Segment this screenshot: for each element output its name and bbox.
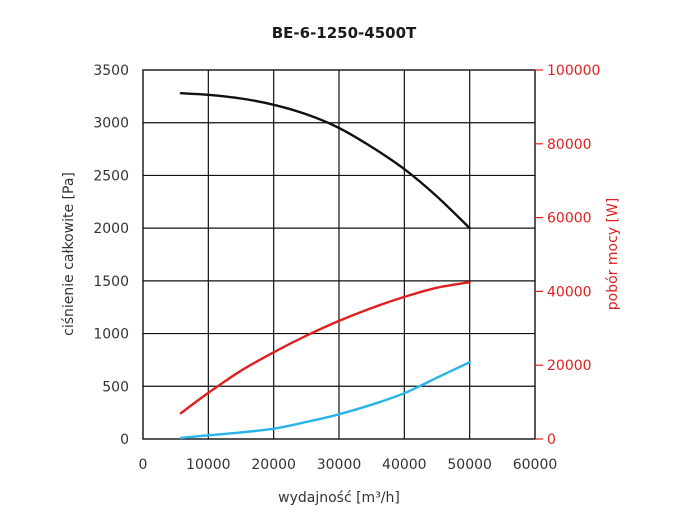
x-tick-label: 40000 (382, 457, 427, 473)
x-axis-label: wydajność [m³/h] (278, 490, 400, 506)
x-tick-label: 30000 (317, 457, 362, 473)
plot-frame (142, 69, 536, 440)
series-line (179, 92, 471, 230)
series-layer (179, 92, 471, 440)
x-axis-ticks: 0 10000 20000 30000 40000 50000 60000 (139, 457, 558, 473)
y-axis-ticks: 0 500 1000 1500 2000 2500 3000 3500 (93, 63, 129, 448)
y2-tick-label: 20000 (547, 358, 592, 374)
y-tick-label: 2500 (93, 168, 129, 184)
y2-tick-label: 80000 (547, 137, 592, 153)
y-tick-label: 500 (102, 379, 129, 395)
y2-tick-label: 0 (547, 432, 556, 448)
x-tick-label: 60000 (513, 457, 558, 473)
y2-tick-label: 100000 (547, 63, 600, 79)
y2-tick-label: 60000 (547, 211, 592, 227)
y-axis-label: ciśnienie całkowite [Pa] (61, 172, 77, 336)
y-tick-label: 3000 (93, 116, 129, 132)
x-tick-label: 50000 (447, 457, 492, 473)
y-tick-label: 2000 (93, 221, 129, 237)
y-tick-label: 1500 (93, 274, 129, 290)
x-tick-label: 20000 (251, 457, 296, 473)
x-tick-label: 0 (139, 457, 148, 473)
y2-axis-label: pobór mocy [W] (605, 198, 621, 311)
series-line (179, 361, 471, 440)
series-line (179, 281, 471, 415)
y-tick-label: 0 (120, 432, 129, 448)
y-tick-label: 1000 (93, 327, 129, 343)
y-tick-label: 3500 (93, 63, 129, 79)
grid (143, 70, 535, 439)
chart-title: BE-6-1250-4500T (272, 24, 417, 42)
y2-tick-label: 40000 (547, 284, 592, 300)
y2-axis-ticks: 0 20000 40000 60000 80000 100000 (535, 63, 600, 448)
x-tick-label: 10000 (186, 457, 231, 473)
